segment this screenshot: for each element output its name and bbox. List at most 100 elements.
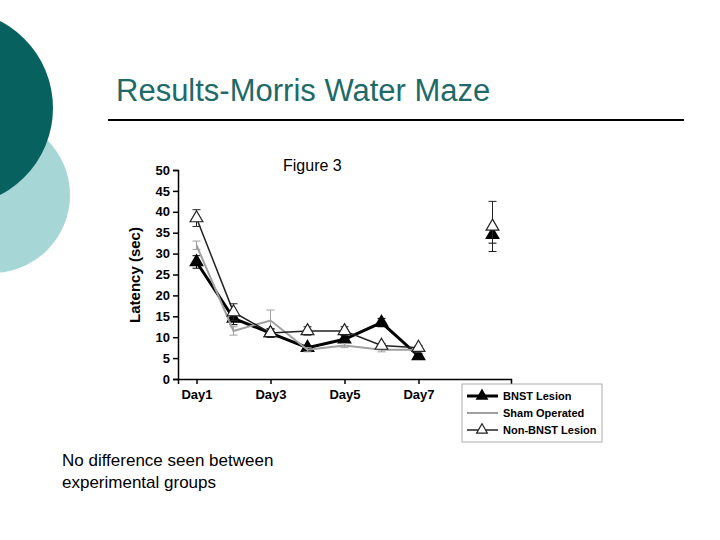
y-tick-mark [173,295,178,297]
error-bar [304,348,312,352]
error-cap [230,335,238,336]
y-tick-mark [173,274,178,276]
x-tick: Day3 [255,379,286,402]
y-tick-label: 30 [156,246,170,261]
legend-label: Sham Operated [503,407,584,419]
legend-entry: Sham Operated [467,407,584,419]
x-tick: Day1 [181,379,212,402]
y-tick: 25 [156,267,178,282]
data-point [375,338,388,349]
x-tick-label: Day5 [329,387,360,402]
y-tick-label: 10 [156,330,170,345]
x-tick-label: Day3 [255,387,286,402]
y-axis: 0 5 10 15 20 25 30 35 40 45 50 [156,163,179,387]
y-tick-label: 40 [156,204,170,219]
error-stem [344,343,345,347]
x-tick-mark [196,379,198,384]
y-tick: 40 [156,204,178,219]
y-tick-mark [173,358,178,360]
slide-title: Results-Morris Water Maze [116,73,490,108]
y-tick: 5 [163,351,178,366]
x-tick-mark [270,379,272,384]
error-stem [307,348,308,352]
error-cap [341,343,349,344]
x-tick-mark [418,379,420,384]
y-tick-mark [173,253,178,255]
error-bar [230,327,238,335]
legend-entry: Non-BNST Lesion [467,424,597,436]
x-tick-label: Day1 [181,387,212,402]
y-tick-mark [173,232,178,234]
caption: experimental groups [62,473,216,492]
y-tick-mark [173,316,178,318]
plot-area [190,201,499,359]
x-tick-label: Day7 [403,387,434,402]
y-tick: 20 [156,288,178,303]
error-cap [193,268,201,269]
error-bar [341,343,349,347]
error-cap [304,347,312,348]
legend-swatch [467,412,498,414]
x-tick: Day5 [329,379,360,402]
error-cap [267,310,275,311]
error-cap [489,251,497,252]
error-cap [193,226,201,227]
caption: No difference seen between [62,451,273,470]
y-axis-line [173,171,179,380]
data-point [486,219,499,230]
data-point [375,315,388,326]
x-axis-line [179,380,512,385]
x-axis: Day1 Day3 Day5 Day7 [179,379,512,402]
error-stem [233,327,234,335]
y-tick-label: 35 [156,225,170,240]
y-tick: 10 [156,330,178,345]
y-tick-label: 15 [156,309,170,324]
y-tick: 15 [156,309,178,324]
y-tick-label: 50 [156,163,170,178]
figure-label: Figure 3 [283,157,342,174]
data-point [412,340,425,351]
data-point [301,324,314,335]
y-tick-label: 25 [156,267,170,282]
error-stem [196,241,197,249]
error-cap [193,249,201,250]
error-cap [304,351,312,352]
y-tick-mark [173,212,178,214]
data-point [264,326,277,337]
error-cap [193,241,201,242]
legend-label: BNST Lesion [503,390,572,402]
error-cap [230,320,238,321]
error-bar [193,241,201,249]
y-axis-title: Latency (sec) [126,227,143,323]
x-tick: Day7 [403,379,434,402]
legend-marker [477,424,488,433]
data-point [338,324,351,335]
y-tick-mark [173,170,178,172]
title-rule [108,119,684,121]
legend-marker [477,390,488,399]
y-tick-mark [173,337,178,339]
data-point [227,305,240,316]
y-tick-mark [173,379,178,381]
error-cap [489,201,497,202]
error-cap [341,343,349,344]
error-cap [378,351,386,352]
error-cap [341,347,349,348]
y-tick-label: 0 [163,372,170,387]
series-line [197,245,419,349]
y-tick: 30 [156,246,178,261]
error-cap [230,326,238,327]
y-tick-mark [173,191,178,193]
decor-circle-dark [0,10,53,206]
y-tick: 45 [156,184,178,199]
legend-entry: BNST Lesion [467,390,572,402]
legend: BNST Lesion Sham Operated Non-BNST Lesion [462,384,602,442]
y-tick-label: 45 [156,184,170,199]
y-tick: 0 [163,372,178,387]
y-tick-label: 5 [163,351,170,366]
x-tick-mark [344,379,346,384]
y-tick: 50 [156,163,178,178]
y-tick-label: 20 [156,288,170,303]
y-tick: 35 [156,225,178,240]
data-point [190,211,203,222]
